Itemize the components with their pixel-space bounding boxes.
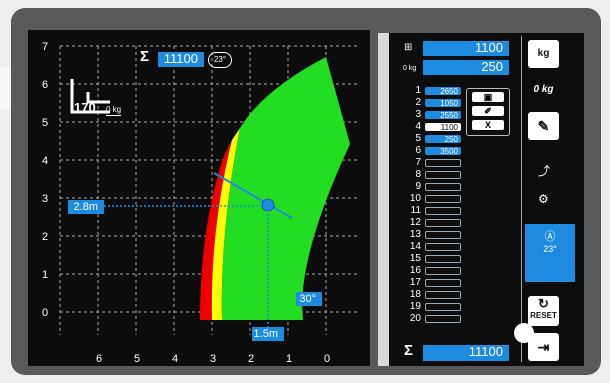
row-number: 11 bbox=[410, 205, 421, 216]
load-chart bbox=[59, 45, 358, 335]
load-unit: 0 kg bbox=[106, 105, 122, 116]
row-weight[interactable]: 3500 bbox=[425, 147, 461, 156]
row-actions-popup: ▣ ✐ X bbox=[466, 88, 510, 136]
weight-lock-icon: ⊞ bbox=[404, 42, 413, 53]
total-display: 11100 bbox=[158, 52, 204, 67]
row-weight[interactable] bbox=[425, 159, 461, 167]
row-weight[interactable] bbox=[425, 303, 461, 311]
panel-divider bbox=[521, 36, 522, 362]
zero-button[interactable]: 0 kg bbox=[528, 76, 559, 104]
row-weight[interactable] bbox=[425, 207, 461, 215]
row-number: 2 bbox=[415, 97, 421, 108]
y-tick-6: 6 bbox=[42, 79, 49, 91]
sigma-icon: Σ bbox=[140, 48, 150, 65]
height-marker: 1.5m bbox=[252, 327, 284, 341]
x-tick-5: 5 bbox=[134, 353, 141, 365]
row-weight[interactable] bbox=[425, 219, 461, 227]
eraser-icon[interactable]: ✐ bbox=[472, 106, 504, 116]
row-number: 10 bbox=[409, 193, 421, 204]
angle-button[interactable]: Ⓐ 23° bbox=[525, 224, 575, 282]
row-weight[interactable] bbox=[425, 315, 461, 323]
load-weight-display: 1100 bbox=[423, 41, 509, 56]
angle-value: 23° bbox=[543, 244, 557, 254]
row-weight[interactable]: 2650 bbox=[425, 87, 461, 96]
angle-a-icon: Ⓐ bbox=[544, 231, 556, 243]
row-number: 12 bbox=[409, 217, 421, 228]
y-tick-4: 4 bbox=[42, 155, 49, 167]
gear-icon[interactable]: ⚙ bbox=[538, 192, 549, 206]
reset-label: RESET bbox=[530, 311, 557, 320]
row-number: 14 bbox=[409, 241, 421, 252]
angle-marker: 30° bbox=[296, 292, 322, 306]
crane-icon: ⤴ bbox=[538, 164, 551, 178]
kg-button[interactable]: kg bbox=[528, 40, 559, 68]
load-chart-screen: 7 6 5 4 3 2 1 0 6 5 4 3 2 1 0 170 0 kg Σ… bbox=[28, 30, 370, 366]
row-number: 7 bbox=[415, 157, 421, 168]
y-tick-5: 5 bbox=[42, 117, 49, 129]
x-tick-4: 4 bbox=[172, 353, 179, 365]
row-weight[interactable] bbox=[425, 231, 461, 239]
reach-marker: 2.8m bbox=[68, 200, 104, 214]
row-weight[interactable] bbox=[425, 267, 461, 275]
reset-icon: ↻ bbox=[538, 296, 549, 311]
row-number: 18 bbox=[409, 289, 421, 300]
row-weight[interactable]: 2550 bbox=[425, 111, 461, 120]
row-weight[interactable]: 1100 bbox=[425, 123, 461, 132]
x-tick-6: 6 bbox=[96, 353, 103, 365]
safe-zone bbox=[221, 57, 350, 320]
row-weight[interactable] bbox=[425, 183, 461, 191]
row-number: 4 bbox=[415, 121, 421, 132]
y-tick-2: 2 bbox=[42, 231, 49, 243]
row-number: 8 bbox=[415, 169, 421, 180]
scrollbar[interactable] bbox=[378, 33, 389, 366]
panel-total-display: 11100 bbox=[423, 345, 509, 361]
x-tick-3: 3 bbox=[210, 353, 217, 365]
angle-badge: 23° bbox=[208, 52, 232, 68]
row-number: 5 bbox=[415, 133, 421, 144]
x-tick-0: 0 bbox=[324, 353, 331, 365]
row-weight[interactable] bbox=[425, 255, 461, 263]
row-number: 15 bbox=[409, 253, 421, 264]
zero-label: 0 kg bbox=[403, 65, 417, 72]
row-number: 16 bbox=[409, 265, 421, 276]
exit-icon[interactable]: ⇥ bbox=[528, 333, 559, 361]
row-weight[interactable] bbox=[425, 195, 461, 203]
row-number: 13 bbox=[409, 229, 421, 240]
x-tick-2: 2 bbox=[248, 353, 255, 365]
row-number: 6 bbox=[415, 145, 421, 156]
warning-zone bbox=[211, 128, 240, 320]
zero-weight-display: 250 bbox=[423, 60, 509, 75]
row-number: 17 bbox=[409, 277, 421, 288]
row-weight[interactable]: 1050 bbox=[425, 99, 461, 108]
y-tick-1: 1 bbox=[42, 269, 49, 281]
row-number: 3 bbox=[415, 109, 421, 120]
touch-indicator bbox=[514, 323, 534, 343]
row-number: 1 bbox=[415, 85, 421, 96]
y-tick-7: 7 bbox=[42, 41, 49, 53]
row-weight[interactable] bbox=[425, 243, 461, 251]
y-tick-0: 0 bbox=[42, 307, 49, 319]
reset-button[interactable]: ↻ RESET bbox=[528, 296, 559, 326]
delete-button[interactable]: X bbox=[472, 120, 504, 130]
y-tick-3: 3 bbox=[42, 193, 49, 205]
row-weight[interactable]: 250 bbox=[425, 135, 461, 144]
row-weight[interactable] bbox=[425, 291, 461, 299]
row-weight[interactable] bbox=[425, 279, 461, 287]
sigma-icon-panel: Σ bbox=[404, 342, 414, 359]
edit-icon[interactable]: ✎ bbox=[528, 112, 559, 140]
row-weight[interactable] bbox=[425, 171, 461, 179]
row-number: 9 bbox=[415, 181, 421, 192]
load-value: 170 bbox=[74, 100, 96, 115]
row-number: 20 bbox=[409, 313, 421, 324]
lock-icon[interactable]: ▣ bbox=[472, 92, 504, 102]
x-tick-1: 1 bbox=[286, 353, 293, 365]
row-number: 19 bbox=[409, 301, 421, 312]
